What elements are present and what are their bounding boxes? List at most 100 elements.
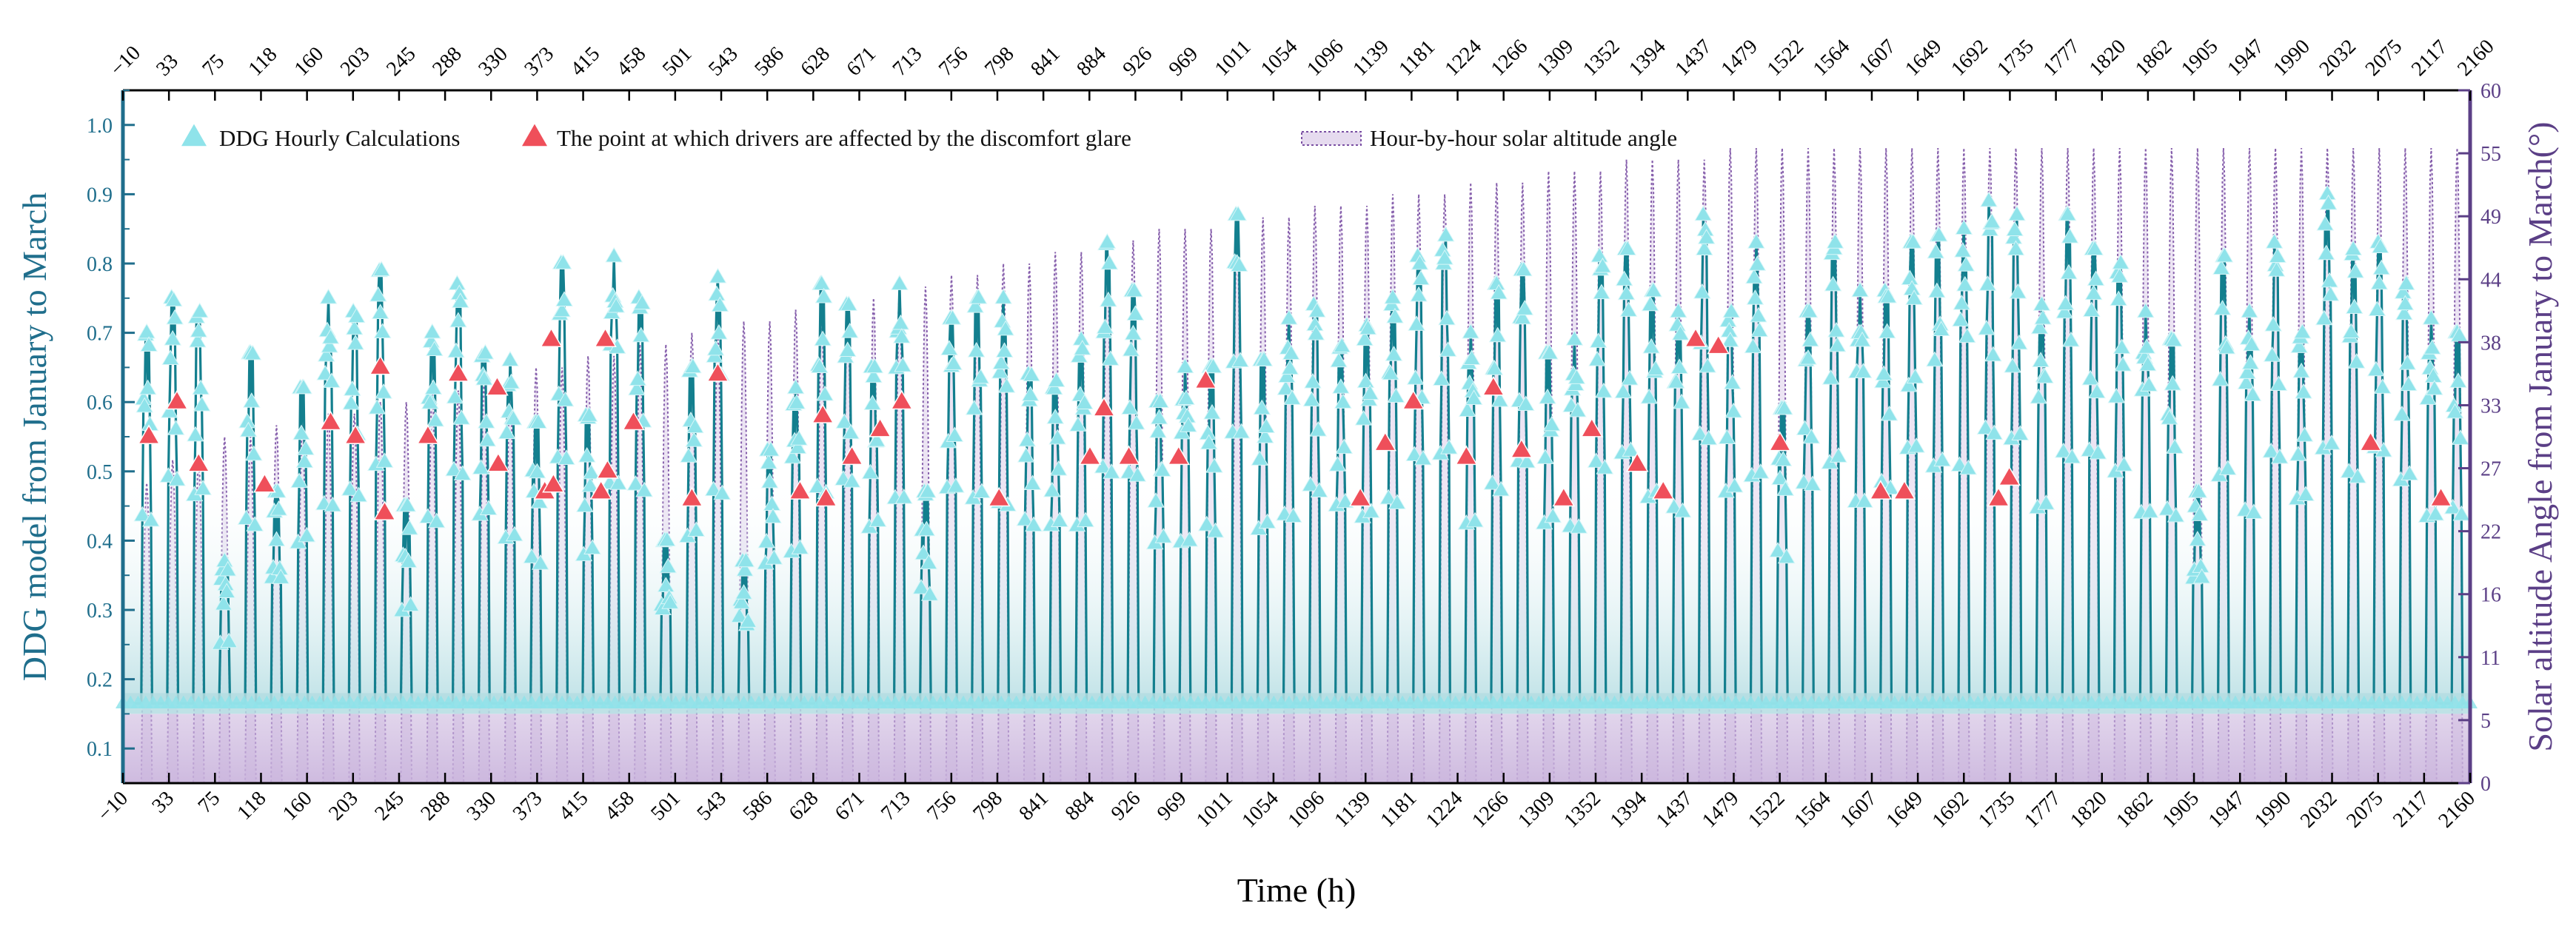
x-tick-label: 798	[968, 787, 1007, 825]
ddg-point	[1853, 331, 1871, 347]
ddg-point	[1436, 249, 1453, 265]
ddg-point	[401, 519, 418, 535]
x-top-tick-label: 1479	[1717, 35, 1763, 81]
ddg-point	[866, 358, 884, 374]
ddg-point	[1385, 346, 1403, 361]
ddg-point	[270, 500, 288, 516]
ddg-point	[1048, 429, 1067, 445]
x-tick-label: 969	[1153, 787, 1191, 825]
y2-tick-label: 5	[2480, 710, 2491, 733]
x-top-tick-label: 1054	[1257, 35, 1302, 81]
glare-point	[486, 452, 510, 472]
ddg-point	[2138, 355, 2157, 372]
ddg-point	[1075, 394, 1094, 410]
ddg-point	[2213, 300, 2232, 315]
ddg-point	[1304, 372, 1322, 389]
ddg-point	[2396, 295, 2415, 311]
ddg-point	[657, 577, 675, 592]
ddg-point	[372, 261, 391, 277]
glare-point	[2359, 431, 2382, 452]
x-tick-label: 1607	[1836, 787, 1881, 833]
ddg-point	[290, 472, 308, 489]
ddg-point	[2009, 283, 2027, 299]
x-tick-label: 1522	[1744, 787, 1790, 833]
ddg-point	[529, 413, 547, 429]
ddg-point	[2264, 316, 2282, 332]
ddg-point	[2004, 357, 2021, 373]
ddg-point	[997, 320, 1014, 336]
ddg-point	[399, 552, 418, 568]
glare-point	[706, 362, 729, 382]
ddg-point	[1697, 229, 1716, 244]
ddg-point	[658, 531, 676, 547]
ddg-point	[1125, 281, 1143, 298]
x-top-tick-label: 543	[704, 42, 743, 81]
ddg-point	[1830, 447, 1847, 463]
x-top-tick-label: 756	[934, 42, 973, 81]
ddg-point	[1256, 428, 1274, 443]
ddg-point	[347, 334, 364, 350]
ddg-point	[2081, 369, 2100, 386]
ddg-point	[2269, 375, 2288, 391]
ddg-point	[969, 288, 988, 304]
y2-tick-label: 55	[2480, 143, 2501, 166]
ddg-point	[1017, 447, 1035, 463]
ddg-point	[1907, 437, 1925, 453]
x-top-tick-label: 1649	[1901, 35, 1947, 81]
ddg-point	[1283, 389, 1302, 405]
ddg-point	[2056, 295, 2075, 311]
ddg-point	[1824, 275, 1842, 292]
ddg-point	[1411, 254, 1429, 270]
ddg-point	[1440, 438, 1458, 454]
ddg-point	[730, 607, 749, 623]
ddg-point	[760, 454, 777, 469]
ddg-point	[2315, 309, 2333, 326]
x-top-tick-label: 1862	[2131, 35, 2177, 81]
ddg-point	[1229, 205, 1247, 221]
ddg-point	[764, 508, 782, 523]
legend: DDG Hourly Calculations The point at whi…	[181, 124, 1677, 151]
ddg-point	[220, 632, 238, 648]
glare-point	[814, 486, 837, 507]
ddg-point	[2419, 389, 2437, 405]
ddg-point	[194, 480, 212, 495]
glare-point	[165, 389, 189, 410]
ddg-point	[1589, 332, 1608, 348]
x-tick-label: 118	[233, 787, 271, 825]
ddg-point	[1154, 528, 1173, 543]
ddg-point	[1723, 374, 1742, 389]
ddg-point	[1691, 425, 1709, 440]
ddg-point	[580, 406, 598, 422]
glare-point	[253, 472, 276, 493]
ddg-point	[1307, 325, 1325, 340]
ddg-point	[1984, 346, 2002, 362]
y2-tick-label: 38	[2480, 332, 2501, 355]
ddg-point	[2422, 309, 2440, 325]
ddg-point	[1439, 341, 1457, 357]
ddg-point	[2397, 275, 2415, 290]
ddg-point	[1023, 366, 1040, 382]
ddg-point	[2289, 446, 2307, 461]
ddg-point	[1665, 498, 1683, 514]
ddg-point	[190, 302, 209, 318]
ddg-point	[863, 395, 882, 410]
x-tick-label: 203	[324, 787, 363, 825]
ddg-point	[190, 322, 208, 338]
ddg-point	[505, 526, 523, 542]
ddg-point	[193, 395, 211, 412]
ddg-point	[2244, 386, 2262, 401]
ddg-point	[1279, 309, 1298, 325]
ddg-point	[164, 329, 182, 346]
ddg-point	[1748, 255, 1767, 271]
ddg-point	[1695, 240, 1713, 256]
x-tick-label: 1054	[1237, 787, 1283, 833]
glare-point	[542, 472, 565, 493]
ddg-point	[892, 328, 911, 343]
ddg-point	[556, 391, 575, 407]
ddg-point	[1667, 373, 1685, 389]
ddg-point	[2295, 383, 2312, 399]
ddg-point	[553, 301, 571, 318]
ddg-point	[1952, 311, 1970, 327]
ddg-point	[1021, 386, 1040, 401]
ddg-point	[188, 332, 207, 348]
